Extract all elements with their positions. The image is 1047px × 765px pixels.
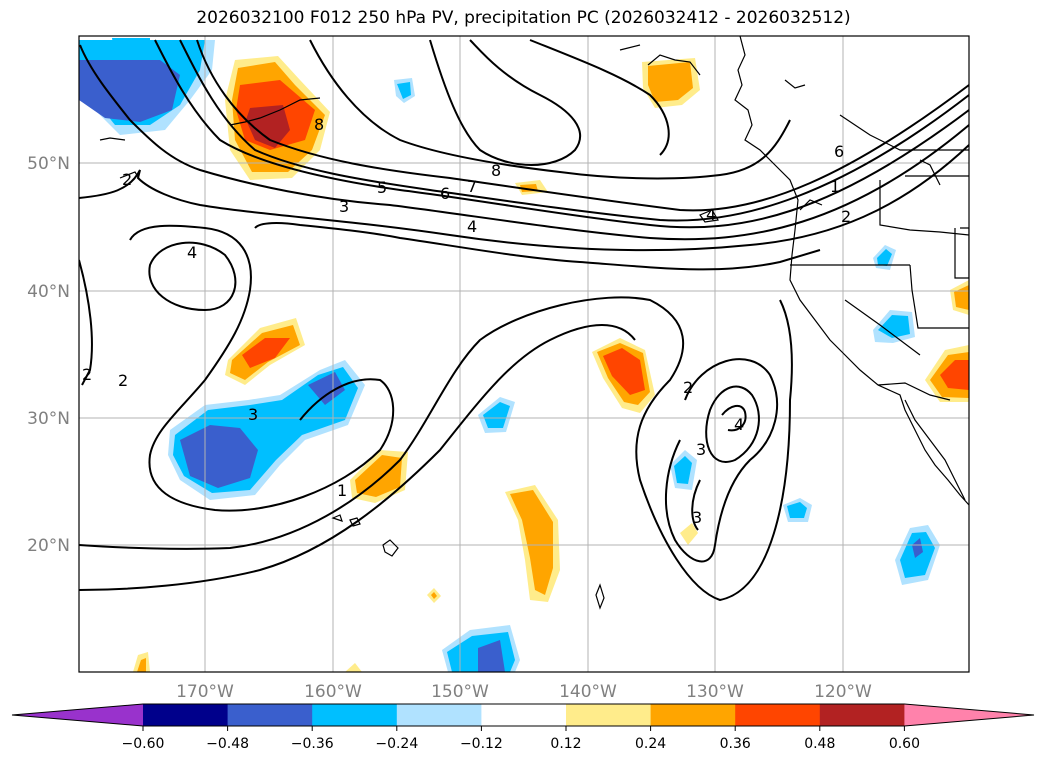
colorbar-tick-label: 0.48 xyxy=(804,736,835,752)
colorbar-tick-label: −0.12 xyxy=(460,736,503,752)
lat-tick-label: 50°N xyxy=(27,154,70,174)
colorbar-tick-label: −0.36 xyxy=(291,736,334,752)
map-title: 2026032100 F012 250 hPa PV, precipitatio… xyxy=(196,8,851,28)
lon-tick-label: 120°W xyxy=(814,682,872,702)
colorbar-tick-label: −0.24 xyxy=(375,736,418,752)
contour-label: 6 xyxy=(834,142,844,161)
colorbar-segment xyxy=(396,704,482,726)
contour-label: 3 xyxy=(248,405,258,424)
contour-label: 7 xyxy=(467,177,477,196)
contour-label: 2 xyxy=(122,170,132,189)
colorbar-extend-min xyxy=(12,704,143,726)
colorbar-segment xyxy=(481,704,567,726)
colorbar-tick-label: 0.36 xyxy=(720,736,751,752)
lat-tick-label: 20°N xyxy=(27,536,70,556)
contour-label: 4 xyxy=(187,243,197,262)
lon-tick-label: 160°W xyxy=(304,682,362,702)
contour-label: 8 xyxy=(314,115,324,134)
contour-label: 3 xyxy=(339,197,349,216)
contour-label: 3 xyxy=(696,440,706,459)
colorbar-segment xyxy=(143,704,229,726)
contour-label: 2 xyxy=(683,378,693,397)
colorbar-segment xyxy=(819,704,905,726)
contour-label: 2 xyxy=(82,365,92,384)
contour-label: 4 xyxy=(706,205,716,224)
colorbar-tick-label: −0.60 xyxy=(122,736,165,752)
pv-contours xyxy=(79,39,969,602)
plot-area: 8 2 5 6 7 8 3 4 4 6 1 2 4 3 2 2 1 2 3 4 … xyxy=(79,36,969,672)
colorbar-tick-label: 0.12 xyxy=(550,736,581,752)
contour-label: 2 xyxy=(841,207,851,226)
contour-label: 4 xyxy=(467,217,477,236)
gridlines xyxy=(79,36,969,672)
colorbar: −0.60 −0.48 −0.36 −0.24 −0.12 0.12 0.24 0.36 0.4… xyxy=(11,703,1035,752)
plot-frame xyxy=(78,35,970,673)
contour-label: 1 xyxy=(337,481,347,500)
colorbar-segment xyxy=(312,704,398,726)
contour-label: 3 xyxy=(692,508,702,527)
colorbar-segment xyxy=(650,704,736,726)
lat-tick-label: 40°N xyxy=(27,282,70,302)
lon-tick-label: 130°W xyxy=(686,682,744,702)
colorbar-segment xyxy=(227,704,313,726)
colorbar-segment xyxy=(735,704,821,726)
colorbar-tick-label: 0.60 xyxy=(889,736,920,752)
contour-label: 5 xyxy=(377,178,387,197)
colorbar-segment xyxy=(566,704,652,726)
contour-labels: 8 2 5 6 7 8 3 4 4 6 1 2 4 3 2 2 1 2 3 4 … xyxy=(82,115,851,527)
contour-label: 6 xyxy=(440,184,450,203)
lat-axis-labels: 50°N 40°N 30°N 20°N xyxy=(27,154,70,556)
contour-label: 2 xyxy=(118,371,128,390)
lon-axis-labels: 170°W 160°W 150°W 140°W 130°W 120°W xyxy=(176,682,872,702)
lat-tick-label: 30°N xyxy=(27,409,70,429)
colorbar-tick-label: −0.48 xyxy=(206,736,249,752)
lon-tick-label: 170°W xyxy=(176,682,234,702)
colorbar-tick-label: 0.24 xyxy=(635,736,666,752)
colorbar-extend-max xyxy=(904,704,1034,726)
contour-label: 8 xyxy=(491,161,501,180)
lon-tick-label: 140°W xyxy=(559,682,617,702)
lon-tick-label: 150°W xyxy=(431,682,489,702)
precip-shading xyxy=(79,38,969,672)
contour-label: 4 xyxy=(734,415,744,434)
contour-label: 1 xyxy=(830,177,840,196)
